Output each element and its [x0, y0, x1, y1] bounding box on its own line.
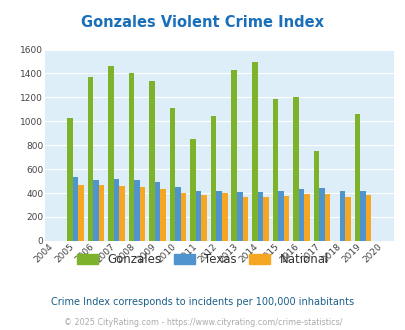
Bar — [222, 193, 227, 241]
Bar — [257, 192, 262, 241]
Bar — [277, 191, 283, 241]
Bar — [175, 187, 181, 241]
Bar — [298, 189, 303, 241]
Bar — [160, 189, 166, 241]
Bar — [211, 116, 216, 241]
Bar — [201, 195, 207, 241]
Bar — [98, 185, 104, 241]
Bar — [252, 62, 257, 241]
Bar — [354, 114, 359, 241]
Bar — [262, 197, 268, 241]
Bar — [128, 74, 134, 241]
Bar — [365, 195, 371, 241]
Bar — [108, 66, 113, 241]
Bar — [216, 191, 222, 241]
Bar — [196, 191, 201, 241]
Bar — [119, 186, 125, 241]
Bar — [149, 81, 154, 241]
Bar — [292, 97, 298, 241]
Bar — [181, 193, 186, 241]
Bar — [303, 194, 309, 241]
Bar — [78, 185, 83, 241]
Bar — [190, 139, 196, 241]
Bar — [237, 192, 242, 241]
Bar — [272, 99, 277, 241]
Text: © 2025 CityRating.com - https://www.cityrating.com/crime-statistics/: © 2025 CityRating.com - https://www.city… — [64, 318, 341, 327]
Bar — [139, 187, 145, 241]
Bar — [339, 191, 344, 241]
Bar — [72, 178, 78, 241]
Bar — [134, 181, 139, 241]
Bar — [169, 108, 175, 241]
Bar — [93, 180, 98, 241]
Bar — [154, 182, 160, 241]
Bar — [283, 196, 288, 241]
Text: Crime Index corresponds to incidents per 100,000 inhabitants: Crime Index corresponds to incidents per… — [51, 297, 354, 307]
Bar — [87, 77, 93, 241]
Bar — [67, 118, 72, 241]
Bar — [359, 191, 365, 241]
Bar — [318, 188, 324, 241]
Bar — [242, 197, 247, 241]
Bar — [313, 151, 318, 241]
Bar — [113, 179, 119, 241]
Text: Gonzales Violent Crime Index: Gonzales Violent Crime Index — [81, 15, 324, 30]
Bar — [231, 70, 237, 241]
Bar — [324, 194, 329, 241]
Bar — [344, 197, 350, 241]
Legend: Gonzales, Texas, National: Gonzales, Texas, National — [73, 249, 332, 270]
